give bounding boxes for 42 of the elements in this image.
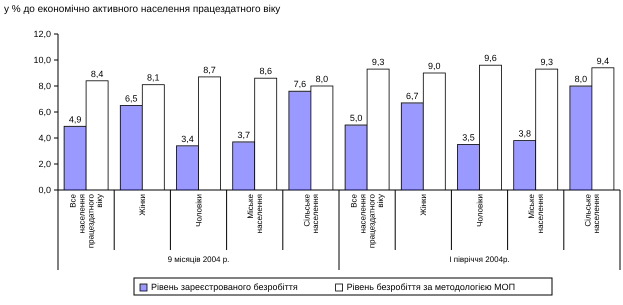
x-tick-label: Міське населення: [246, 193, 264, 234]
data-label: 8,0: [574, 74, 588, 84]
data-label: 8,4: [90, 68, 104, 79]
x-tick-label: Все населення працездатного віку: [68, 193, 104, 248]
data-label: 6,7: [406, 90, 419, 101]
data-label: 9,3: [540, 57, 553, 68]
y-tick-label: 0,0: [38, 185, 51, 196]
x-tick-label: Чоловіки: [475, 194, 484, 227]
x-tick-label: Сільське населення: [583, 193, 602, 234]
data-label: 4,9: [68, 114, 82, 124]
data-label: 9,4: [596, 56, 610, 66]
text: I півріччя 2004р.: [449, 255, 510, 264]
data-label: 3,4: [181, 134, 194, 144]
data-label: 3,7: [237, 130, 250, 140]
x-tick-label: Жінки: [419, 194, 428, 216]
y-tick-label: 8,0: [38, 81, 51, 92]
y-tick-label: 12,0: [33, 29, 51, 40]
data-label: 8,6: [259, 66, 272, 76]
x-tick-label: Чоловіки: [194, 194, 204, 227]
data-label: 7,6: [294, 79, 306, 90]
x-tick-label: Все населення працездатного віку: [350, 193, 386, 248]
data-label: 8,7: [203, 64, 216, 75]
y-tick-label: 6,0: [38, 107, 51, 118]
data-label: 9,6: [484, 53, 497, 64]
data-label: 3,5: [462, 132, 475, 142]
data-label: 6,5: [125, 94, 138, 104]
data-label: 5,0: [350, 113, 362, 123]
x-tick-label: Сільське населення: [302, 193, 320, 234]
data-label: 9,0: [428, 61, 441, 71]
data-label: 8,0: [316, 74, 328, 84]
y-tick-label: 10,0: [33, 55, 51, 66]
data-label: 8,1: [147, 72, 160, 83]
text: 9 місяців 2004 р.: [168, 255, 230, 264]
data-label: 3,8: [518, 128, 531, 139]
chart-title: у % до економічно активного населення працездатного віку: [4, 4, 280, 15]
legend-label: Рівень безробіття за методологією МОП: [346, 282, 516, 292]
legend-label: Рівень зареєстрованого безробіття: [151, 282, 298, 292]
x-tick-label: Жінки: [138, 194, 148, 216]
data-label: 9,3: [372, 57, 384, 68]
y-tick-label: 4,0: [38, 133, 51, 144]
x-tick-label: Міське населення: [527, 193, 545, 234]
y-tick-label: 2,0: [38, 159, 51, 170]
